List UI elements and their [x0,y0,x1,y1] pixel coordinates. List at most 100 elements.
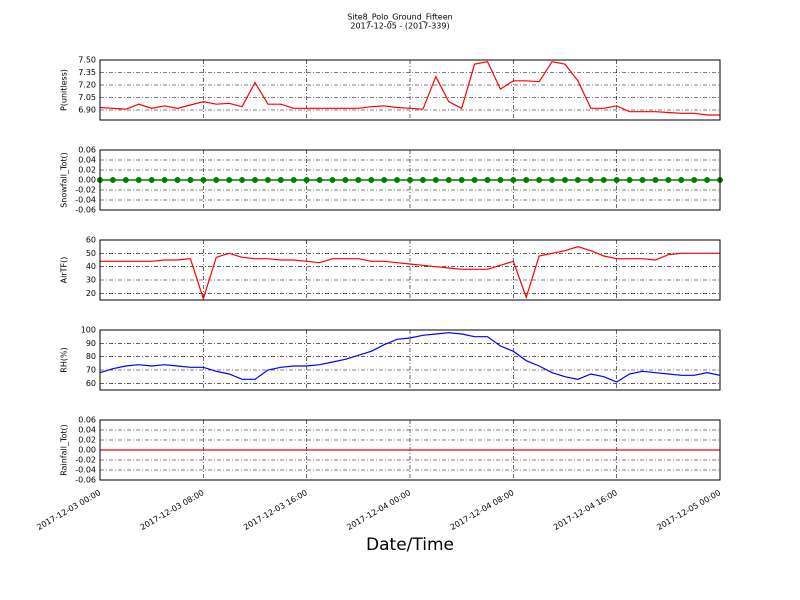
y-tick-label: 40 [86,262,96,271]
y-tick-label: -0.06 [75,476,96,485]
data-point [394,177,401,183]
data-point [226,177,233,183]
y-tick-label: -0.06 [75,206,96,215]
data-line [100,246,720,301]
data-point [574,177,581,183]
data-point [355,177,362,183]
data-point [484,177,491,183]
y-tick-label: 0.02 [78,166,96,175]
data-point [239,177,246,183]
data-point [691,177,698,183]
data-point [419,177,426,183]
plot-frame [99,59,721,121]
y-tick-label: 6.90 [78,106,96,115]
x-tick-label: 2017-12-05 00:00 [655,488,722,532]
data-point [329,177,336,183]
x-axis-label: Date/Time [366,535,454,555]
y-axis-label: RH(%) [60,347,69,372]
x-tick-label: 2017-12-03 08:00 [139,488,206,532]
data-point [407,177,413,183]
y-tick-label: 7.05 [78,93,96,102]
y-axis-label: Rainfall_Tot() [60,424,69,476]
data-point [148,177,155,183]
data-point [161,177,168,183]
data-point [626,177,633,183]
data-point [678,177,685,183]
x-tick-label: 2017-12-04 08:00 [449,488,516,532]
y-tick-label: -0.02 [75,186,96,195]
y-tick-label: 70 [86,366,96,375]
data-point [187,177,194,183]
data-point [523,177,530,183]
data-point [445,177,452,183]
data-point [252,177,258,183]
x-tick-label: 2017-12-03 00:00 [35,488,102,532]
y-tick-label: 30 [86,276,96,285]
data-point [264,177,271,183]
chart-title: Site8_Polo_Ground_Fifteen [347,13,452,22]
y-tick-label: -0.02 [75,456,96,465]
data-point [174,177,181,183]
y-tick-label: 0.04 [78,156,96,165]
data-point [665,177,672,183]
data-point [549,177,556,183]
data-point [135,177,142,183]
data-point [213,177,220,183]
data-point [458,177,465,183]
data-point [303,177,310,183]
y-tick-label: 90 [86,339,96,348]
data-point [122,177,129,183]
y-tick-label: 100 [81,326,96,335]
chart-subtitle: 2017-12-05 - (2017-339) [350,22,449,31]
data-line [99,332,721,383]
y-tick-label: -0.04 [75,196,96,205]
y-tick-label: 60 [86,236,96,245]
data-point [497,177,504,183]
data-point [316,177,323,183]
plot-frame [99,329,721,391]
data-point [368,177,375,183]
data-point [109,177,116,183]
data-point [290,177,297,183]
data-point [600,177,607,183]
data-point [510,177,517,183]
y-tick-label: 0.06 [78,146,96,155]
y-axis-label: Snowfall_Tot() [60,152,69,208]
y-tick-label: 0.00 [78,176,96,185]
y-axis-label: P(unitless) [60,69,69,111]
data-point [471,177,478,183]
y-tick-label: 7.35 [78,68,96,77]
plot-frame [99,149,721,211]
data-point [432,177,439,183]
data-point [652,177,659,183]
y-tick-label: 20 [86,289,96,298]
data-point [381,177,388,183]
y-tick-label: 0.02 [78,436,96,445]
data-point [342,177,349,183]
plot-frame [99,419,721,481]
data-point [536,177,543,183]
data-line [99,60,720,116]
y-axis-label: AirTF() [60,257,69,284]
y-tick-label: -0.04 [75,466,96,475]
data-point [277,177,284,183]
data-point [562,177,568,183]
y-tick-label: 80 [86,352,96,361]
data-point [587,177,594,183]
plot-frame [99,239,721,301]
data-point [613,177,620,183]
x-tick-label: 2017-12-04 00:00 [345,488,412,532]
y-tick-label: 50 [86,249,96,258]
y-tick-label: 7.50 [78,56,96,65]
y-tick-label: 0.00 [78,446,96,455]
y-tick-label: 0.06 [78,416,96,425]
data-point [639,177,646,183]
y-tick-label: 7.20 [78,81,96,90]
x-tick-label: 2017-12-03 16:00 [242,488,309,532]
x-tick-label: 2017-12-04 16:00 [552,488,619,532]
y-tick-label: 60 [86,379,96,388]
y-tick-label: 0.04 [78,426,96,435]
data-point [704,177,711,183]
